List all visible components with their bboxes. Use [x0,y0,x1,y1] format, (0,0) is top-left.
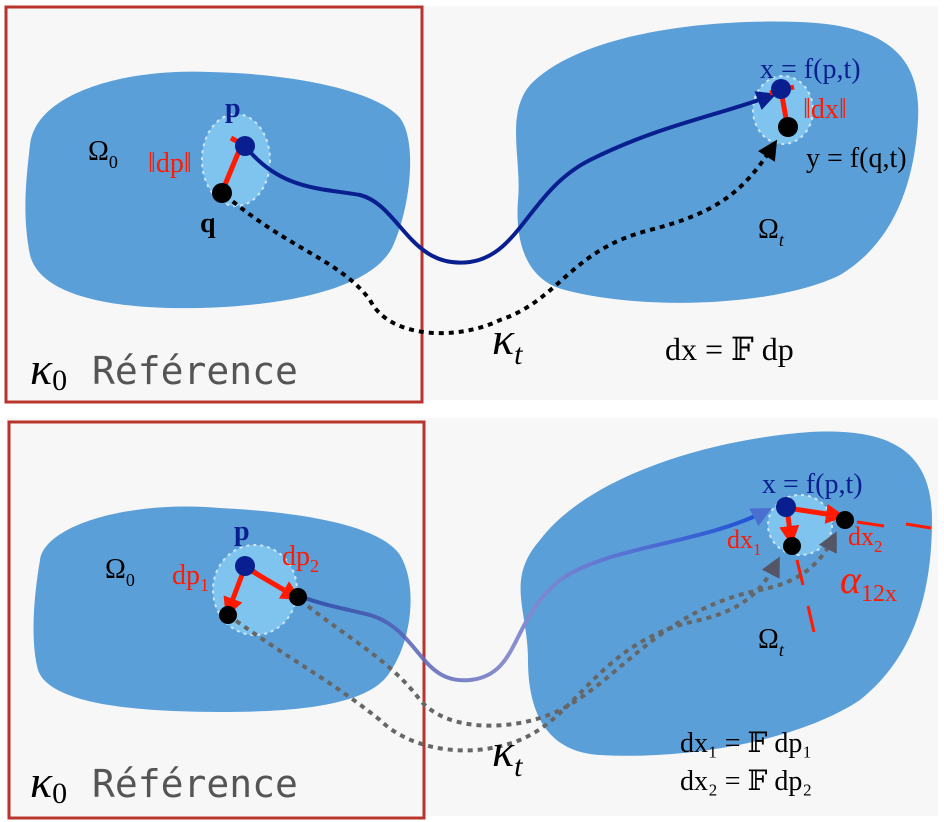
reference-label-bottom: Référence [92,762,298,806]
point-x1-bottom [783,537,801,555]
point-x2-bottom [836,511,854,529]
motion-path-q-top [223,139,778,336]
reference-frame-bottom [7,420,426,820]
dp-norm-label-top: ‖dp‖ [148,148,192,179]
top-panel: Ω0 Ωt p q ‖dp‖ ‖dx‖ x = f(p,t) y = f(q,t… [4,5,938,404]
x-equation-label-bottom: x = f(p,t) [762,469,863,500]
dp2-label-bottom: dp2 [282,541,319,576]
dx1-label-bottom: dx1 [727,525,762,559]
omegat-label-bottom: Ωt [758,624,785,660]
x-equation-label-top: x = f(p,t) [760,54,861,85]
point-p-label-top: p [225,93,241,124]
angle-dash-3 [795,559,805,586]
reference-frame-top [4,5,424,404]
motion-path-p1-bottom [226,556,780,753]
dx2-label-bottom: dx2 [848,522,883,556]
angle-dash-1 [856,520,885,528]
gradient-relation-1-bottom: dx₁ = 𝔽 dp₁ [680,728,812,759]
point-p-top [235,136,255,156]
point-y-top [778,117,798,137]
omega0-label-top: Ω0 [88,136,118,172]
angle-dash-2 [905,522,932,530]
omegat-label-top: Ωt [758,214,785,250]
dx2-vector-bottom [786,504,846,524]
motion-path-p-bottom [248,508,772,683]
motion-path-p2-bottom [298,531,837,728]
gradient-relation-2-bottom: dx₂ = 𝔽 dp₂ [680,766,812,797]
dx-norm-label-top: ‖dx‖ [803,94,847,125]
kappat-label-top: κt [492,313,523,371]
point-q-top [212,183,232,203]
dp2-vector-bottom [243,564,302,601]
motion-path-p-top [243,91,777,265]
dp1-label-bottom: dp1 [172,560,209,595]
alpha-label-bottom: α12x [840,557,897,607]
point-p2-bottom [289,588,307,606]
gradient-relation-top: dx = 𝔽 dp [665,331,794,367]
point-p-label-bottom: p [234,516,250,547]
current-domain-blob-top [516,21,919,303]
angle-dash-4 [806,605,816,633]
point-p1-bottom [219,606,237,624]
kappat-label-bottom: κt [492,725,523,783]
kappa0-label-top: κ0 [30,343,67,397]
omega0-label-bottom: Ω0 [105,554,135,590]
point-p-bottom [235,556,255,576]
y-equation-label-top: y = f(q,t) [806,143,907,174]
point-q-label-top: q [200,208,216,239]
point-x-top [771,79,791,99]
point-x-bottom [776,497,796,517]
kappa0-label-bottom: κ0 [30,756,67,810]
bottom-panel: Ω0 Ωt p dp1 dp2 x = f(p,t) dx1 dx2 α12x … [6,418,938,820]
reference-label-top: Référence [92,349,298,393]
